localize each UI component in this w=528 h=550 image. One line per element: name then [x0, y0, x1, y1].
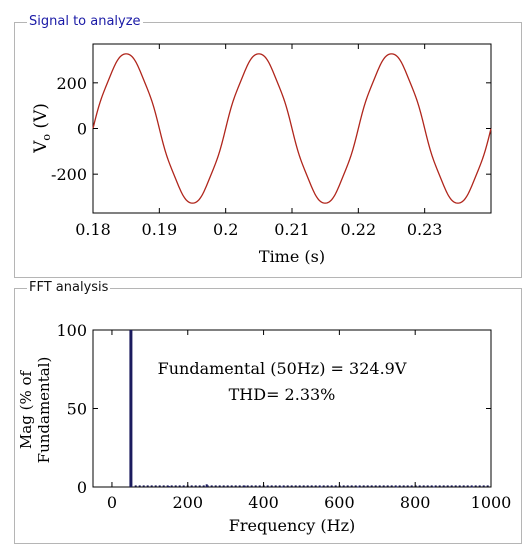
- signal-series-line: [92, 53, 492, 204]
- fft-xtick-label: 800: [400, 493, 431, 512]
- fft-xtick-label: 0: [107, 493, 117, 512]
- signal-panel: Signal to analyze: [14, 14, 522, 278]
- thd-annotation: THD= 2.33%: [229, 385, 336, 404]
- fft-panel: FFT analysis: [14, 280, 522, 544]
- fft-bar-harmonic: [433, 486, 436, 488]
- fft-xtick-label: 600: [324, 493, 355, 512]
- signal-xtick-label: 0.2: [213, 220, 238, 239]
- signal-chart: 0.18 0.19 0.2 0.21 0.22 0.23 200 0 -200 Time (s…: [31, 43, 492, 266]
- signal-ytick-label: 200: [56, 74, 87, 93]
- signal-ylabel-main: V: [31, 140, 51, 154]
- fft-panel-title: FFT analysis: [27, 280, 111, 296]
- fft-xlabel: Frequency (Hz): [229, 516, 356, 535]
- fundamental-annotation: Fundamental (50Hz) = 324.9V: [158, 359, 407, 378]
- signal-ylabel: Vo (V): [31, 103, 53, 154]
- fft-bar-fundamental: [129, 330, 133, 487]
- fft-xtick-label: 400: [248, 493, 279, 512]
- signal-ylabel-unit: (V): [31, 103, 51, 134]
- signal-ytick-label: -200: [51, 165, 87, 184]
- fft-bar-harmonic: [471, 486, 474, 488]
- signal-xtick-label: 0.22: [341, 220, 377, 239]
- fft-plot-frame: [92, 329, 492, 488]
- fft-ytick-label: 100: [56, 321, 87, 340]
- fft-bar-harmonic: [319, 486, 322, 488]
- signal-xlabel: Time (s): [259, 247, 325, 266]
- fft-xtick-label: 1000: [471, 493, 512, 512]
- signal-xtick-label: 0.19: [142, 220, 178, 239]
- signal-ytick-label: 0: [77, 120, 87, 139]
- signal-xtick-label: 0.18: [75, 220, 111, 239]
- fft-ytick-label: 50: [67, 400, 87, 419]
- fft-bar-harmonic: [281, 486, 284, 488]
- fft-bar-harmonic: [167, 486, 170, 487]
- signal-panel-title: Signal to analyze: [27, 14, 143, 30]
- fft-ytick-label: 0: [77, 478, 87, 497]
- fft-ylabel-line1: Mag (% of: [17, 369, 35, 449]
- signal-ylabel-sub: o: [40, 134, 53, 141]
- fft-bar-harmonic: [357, 486, 360, 488]
- fft-bar-harmonic: [395, 486, 398, 488]
- signal-xtick-label: 0.21: [274, 220, 310, 239]
- fft-xtick-label: 200: [172, 493, 203, 512]
- fft-ylabel-line2: Fundamental): [35, 357, 53, 464]
- signal-xtick-label: 0.23: [407, 220, 443, 239]
